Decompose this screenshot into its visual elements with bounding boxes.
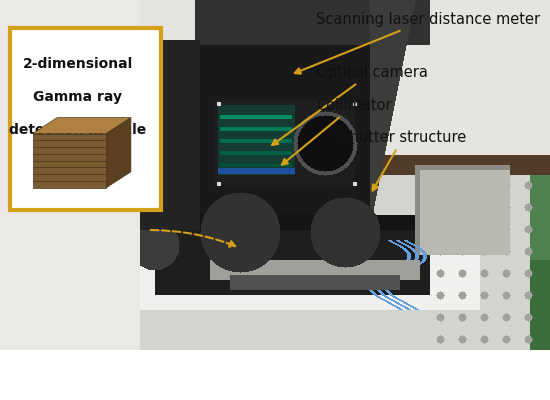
Bar	[10, 28, 161, 210]
Text: 2-dimensional: 2-dimensional	[23, 57, 133, 71]
Polygon shape	[106, 118, 131, 188]
Text: Shutter structure: Shutter structure	[340, 130, 466, 190]
Polygon shape	[32, 118, 131, 134]
Text: detection module: detection module	[9, 123, 147, 137]
Bar	[32, 134, 106, 188]
Text: Gamma ray: Gamma ray	[34, 90, 123, 104]
Text: Collimator: Collimator	[282, 98, 392, 165]
Text: Scanning laser distance meter: Scanning laser distance meter	[295, 12, 540, 74]
Text: Optical camera: Optical camera	[272, 65, 428, 145]
Text: Fig. 1 Gamma camera developed for use under high dose rate environments: Fig. 1 Gamma camera developed for use un…	[0, 179, 550, 194]
